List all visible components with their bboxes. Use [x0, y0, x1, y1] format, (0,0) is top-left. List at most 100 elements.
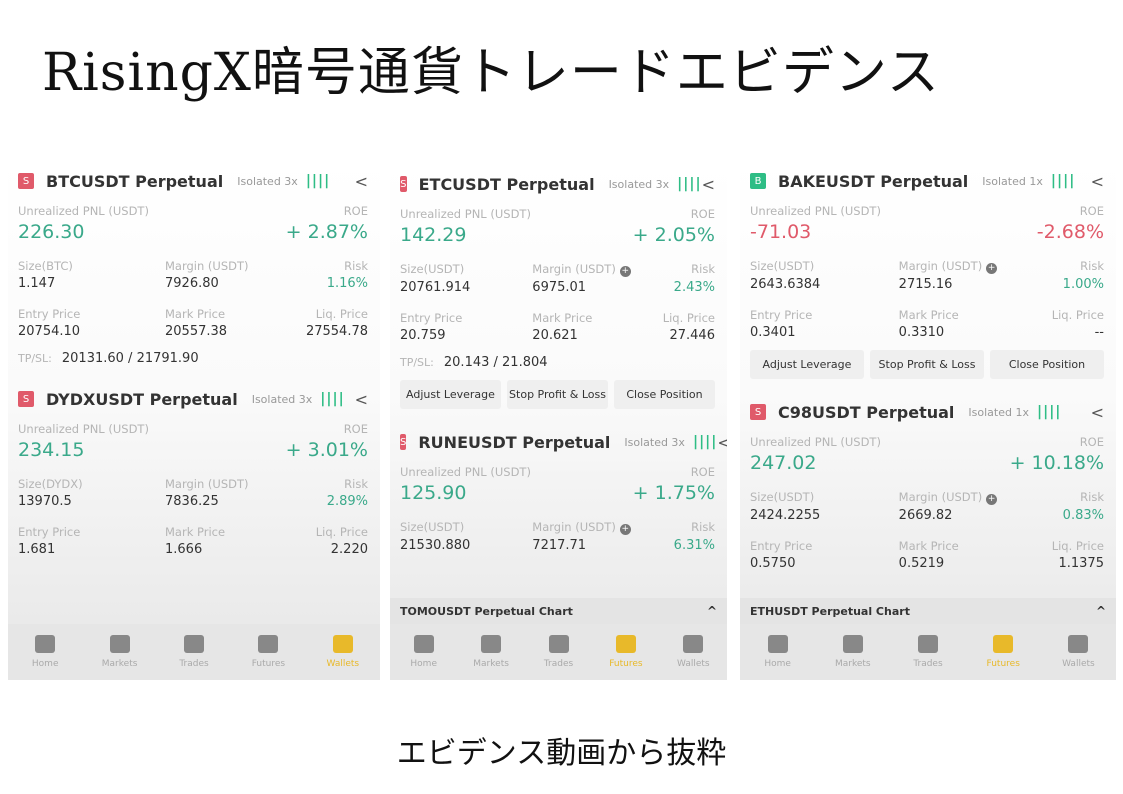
tab-label: Wallets	[1062, 659, 1095, 669]
chevron-up-icon[interactable]: ^	[706, 604, 717, 618]
tpsl-value[interactable]: 20.143 / 21.804	[443, 355, 548, 370]
share-icon[interactable]: <	[354, 171, 368, 191]
side-badge: S	[400, 434, 407, 450]
adl-indicator-icon: ||||	[305, 173, 331, 189]
tab-home[interactable]: Home	[390, 624, 457, 680]
symbol-name[interactable]: RUNEUSDT Perpetual	[418, 432, 611, 452]
margin-mode[interactable]: Isolated 1x	[982, 174, 1043, 188]
share-icon[interactable]: <	[1090, 171, 1104, 191]
symbol-name[interactable]: BAKEUSDT Perpetual	[778, 171, 969, 191]
chevron-up-icon[interactable]: ^	[1095, 604, 1106, 618]
tab-home[interactable]: Home	[8, 624, 82, 680]
pnl-value: 247.02	[750, 452, 817, 474]
position-header: S C98USDT Perpetual Isolated 1x |||| <	[750, 397, 1104, 427]
entry-label: Entry Price	[18, 525, 81, 539]
margin-label: Margin (USDT)	[532, 262, 616, 276]
pnl-label: Unrealized PNL (USDT)	[18, 204, 149, 218]
action-button[interactable]: Adjust Leverage	[750, 350, 864, 379]
margin-label-wrap: Margin (USDT) +	[899, 490, 1034, 505]
tab-trades[interactable]: Trades	[157, 624, 231, 680]
roe-value: + 1.75%	[632, 482, 715, 504]
action-button[interactable]: Close Position	[990, 350, 1104, 379]
trades-icon	[184, 635, 205, 653]
margin-mode[interactable]: Isolated 3x	[237, 174, 298, 188]
margin-label-wrap: Margin (USDT)	[165, 477, 298, 491]
tab-markets[interactable]: Markets	[457, 624, 524, 680]
add-margin-icon[interactable]: +	[619, 266, 631, 277]
position-card: S BTCUSDT Perpetual Isolated 3x |||| < Un…	[8, 160, 380, 366]
tpsl-label: TP/SL:	[400, 356, 434, 369]
markets-icon	[109, 635, 130, 653]
roe-label: ROE	[343, 422, 368, 436]
margin-mode[interactable]: Isolated 1x	[968, 405, 1029, 419]
size-label: Size(USDT)	[400, 262, 465, 276]
position-header: S ETCUSDT Perpetual Isolated 3x |||| <	[400, 169, 715, 199]
roe-value: -2.68%	[1036, 221, 1104, 243]
mark-label: Mark Price	[165, 307, 226, 321]
symbol-name[interactable]: ETCUSDT Perpetual	[418, 174, 595, 194]
size-margin-risk: Size(DYDX) Margin (USDT) Risk 13970.5 7836.…	[18, 469, 368, 509]
adl-indicator-icon: ||||	[320, 391, 345, 407]
tab-trades[interactable]: Trades	[525, 624, 592, 680]
size-label: Size(USDT)	[750, 259, 815, 273]
action-button[interactable]: Close Position	[614, 380, 715, 409]
action-button[interactable]: Stop Profit & Loss	[507, 380, 608, 409]
tab-markets[interactable]: Markets	[82, 624, 156, 680]
margin-mode[interactable]: Isolated 3x	[608, 177, 670, 191]
risk-value: 1.16%	[326, 276, 368, 291]
prices: Entry Price Mark Price Liq. Price 0.5750 0.…	[750, 531, 1104, 571]
entry-value: 20754.10	[18, 324, 81, 339]
add-margin-icon[interactable]: +	[986, 494, 998, 505]
prices: Entry Price Mark Price Liq. Price 20754.10…	[18, 299, 368, 339]
tab-wallets[interactable]: Wallets	[306, 624, 380, 680]
tab-futures[interactable]: Futures	[966, 624, 1041, 680]
tab-markets[interactable]: Markets	[815, 624, 890, 680]
margin-mode[interactable]: Isolated 3x	[624, 435, 685, 449]
chart-bar[interactable]: ETHUSDT Perpetual Chart ^	[740, 598, 1116, 624]
margin-mode[interactable]: Isolated 3x	[251, 392, 313, 406]
tpsl-value[interactable]: 20131.60 / 21791.90	[61, 351, 199, 366]
add-margin-icon[interactable]: +	[986, 263, 998, 274]
symbol-name[interactable]: DYDXUSDT Perpetual	[46, 389, 238, 409]
tab-futures[interactable]: Futures	[592, 624, 659, 680]
risk-label: Risk	[344, 477, 368, 491]
risk-label: Risk	[691, 520, 715, 534]
add-margin-icon[interactable]: +	[619, 524, 631, 535]
action-button[interactable]: Adjust Leverage	[400, 380, 501, 409]
tpsl: TP/SL: 20.143 / 21.804	[400, 355, 715, 370]
side-badge: B	[750, 173, 766, 189]
roe-label: ROE	[690, 207, 715, 221]
tab-label: Wallets	[677, 659, 710, 669]
mark-value: 20.621	[532, 328, 578, 343]
chart-bar[interactable]: TOMOUSDT Perpetual Chart ^	[390, 598, 727, 624]
size-value: 2424.2255	[750, 508, 821, 523]
share-icon[interactable]: <	[354, 389, 368, 409]
share-icon[interactable]: <	[717, 432, 727, 452]
symbol-name[interactable]: BTCUSDT Perpetual	[46, 171, 224, 191]
tab-label: Trades	[913, 659, 943, 669]
tab-trades[interactable]: Trades	[890, 624, 965, 680]
liq-value: --	[1094, 325, 1104, 340]
prices: Entry Price Mark Price Liq. Price 20.759 20…	[400, 303, 715, 343]
action-button[interactable]: Stop Profit & Loss	[870, 350, 984, 379]
pnl-value: -71.03	[750, 221, 812, 243]
tab-wallets[interactable]: Wallets	[1041, 624, 1116, 680]
tab-wallets[interactable]: Wallets	[660, 624, 727, 680]
wallets-icon	[332, 635, 353, 653]
margin-label-wrap: Margin (USDT) +	[532, 520, 652, 535]
margin-label: Margin (USDT)	[532, 520, 616, 534]
entry-value: 20.759	[400, 328, 446, 343]
tab-home[interactable]: Home	[740, 624, 815, 680]
share-icon[interactable]: <	[701, 174, 715, 194]
tab-futures[interactable]: Futures	[231, 624, 305, 680]
share-icon[interactable]: <	[1090, 402, 1104, 422]
side-badge: S	[18, 173, 34, 189]
position-header: S DYDXUSDT Perpetual Isolated 3x |||| <	[18, 384, 368, 414]
margin-value: 7836.25	[165, 494, 219, 509]
liq-value: 27.446	[669, 328, 715, 343]
risk-label: Risk	[1080, 259, 1104, 273]
risk-value: 2.43%	[673, 280, 715, 295]
symbol-name[interactable]: C98USDT Perpetual	[778, 402, 955, 422]
bottom-tab-bar: Home Markets Trades Futures Wallets	[8, 624, 380, 680]
pnl-value: 142.29	[400, 224, 467, 246]
